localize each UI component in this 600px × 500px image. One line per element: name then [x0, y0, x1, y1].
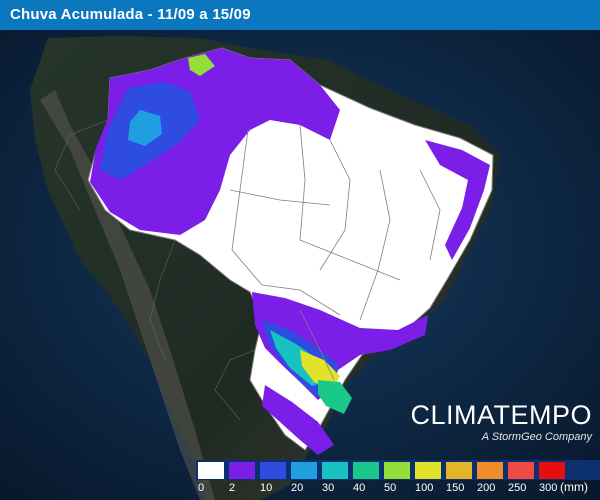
legend-swatch-2: [229, 462, 255, 479]
rain-southeast-green: [318, 380, 352, 414]
legend-tick-20: 20: [291, 482, 304, 494]
legend-tick-50: 50: [384, 482, 397, 494]
legend-swatch-50: [384, 462, 410, 479]
legend-tick-250: 250: [508, 482, 527, 494]
legend-swatch-20: [291, 462, 317, 479]
country-borders: [54, 119, 256, 421]
brand-subtitle: A StormGeo Company: [481, 431, 592, 443]
map-title: Chuva Acumulada - 11/09 a 15/09: [10, 6, 251, 23]
precipitation-map: [0, 30, 600, 500]
legend-swatch-100: [415, 462, 441, 479]
legend-tick-2: 2: [229, 482, 236, 494]
rain-south-yellow: [300, 350, 340, 390]
legend-swatch-300: [539, 462, 565, 479]
rain-north-green: [188, 54, 215, 76]
rain-legend: (mm) 0 2 10 20 30 40 50 100 150 200 250 300: [196, 460, 600, 500]
legend-swatch-10: [260, 462, 286, 479]
legend-swatch-40: [353, 462, 379, 479]
legend-tick-40: 40: [353, 482, 366, 494]
legend-tick-150: 150: [446, 482, 465, 494]
legend-swatch-0: [198, 462, 224, 479]
legend-bar: [196, 460, 600, 480]
legend-tick-10: 10: [260, 482, 273, 494]
state-borders: [229, 124, 441, 381]
rain-northeast-coast-purple: [425, 140, 490, 260]
legend-units: (mm): [560, 480, 588, 494]
rain-north-cyan: [128, 110, 162, 146]
legend-swatch-250: [508, 462, 534, 479]
andes-relief: [40, 90, 215, 500]
legend-swatch-30: [322, 462, 348, 479]
legend-swatch-150: [446, 462, 472, 479]
legend-tick-30: 30: [322, 482, 335, 494]
legend-tick-0: 0: [198, 482, 205, 494]
legend-swatch-200: [477, 462, 503, 479]
rain-far-south-purple: [262, 385, 334, 455]
legend-tick-300: 300: [539, 482, 558, 494]
title-bar: Chuva Acumulada - 11/09 a 15/09: [0, 0, 600, 31]
brand-block: CLIMATEMPO A StormGeo Company: [410, 400, 592, 443]
brand-name: CLIMATEMPO: [410, 400, 592, 430]
legend-tick-200: 200: [477, 482, 496, 494]
legend-tick-100: 100: [415, 482, 434, 494]
